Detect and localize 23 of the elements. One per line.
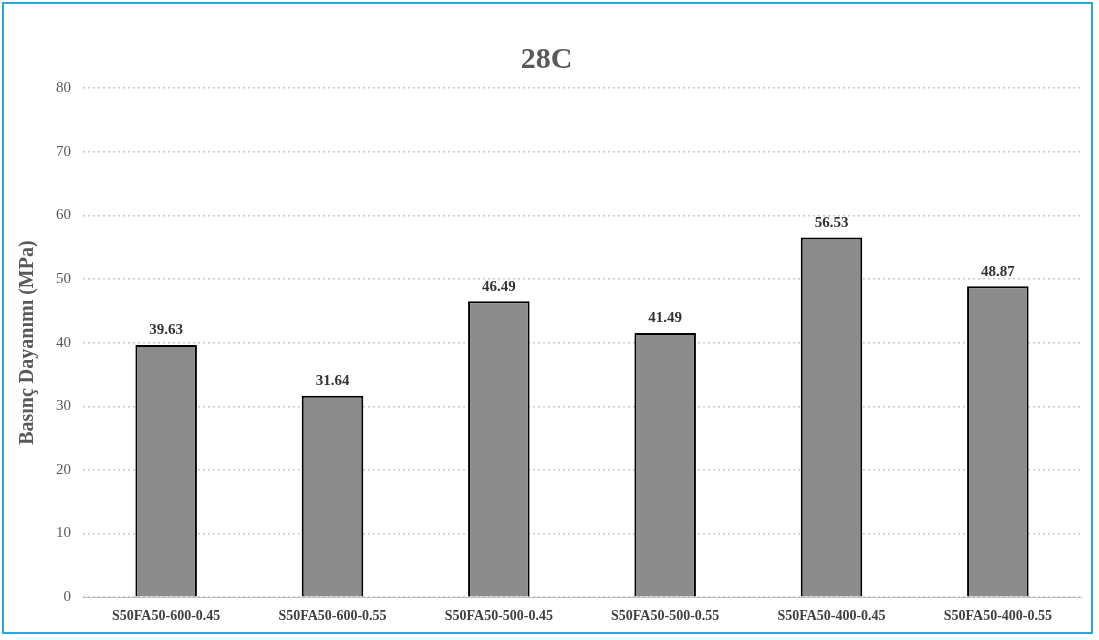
data-label: 41.49 [648, 309, 683, 326]
data-label: 46.49 [481, 277, 516, 294]
x-tick-label: S50FA50-600-0.45 [112, 608, 221, 624]
x-tick-label: S50FA50-500-0.45 [444, 608, 553, 624]
x-tick-label: S50FA50-500-0.55 [611, 608, 720, 624]
y-axis-title: Basınç Dayanımı (MPa) [15, 240, 39, 445]
x-tick-label: S50FA50-600-0.55 [278, 608, 387, 624]
data-label: 56.53 [814, 213, 849, 230]
y-tick-label: 40 [56, 333, 71, 350]
y-tick-label: 70 [56, 142, 71, 159]
y-tick-label: 50 [56, 269, 71, 286]
data-label: 31.64 [315, 372, 350, 389]
data-label: 48.87 [980, 262, 1016, 279]
y-tick-label: 60 [56, 206, 71, 223]
data-label: 39.63 [149, 321, 184, 338]
y-tick-label: 30 [56, 397, 71, 414]
x-tick-label: S50FA50-400-0.45 [777, 608, 886, 624]
x-tick-label: S50FA50-400-0.55 [943, 608, 1052, 624]
y-tick-label: 10 [56, 524, 71, 541]
chart-title: 28C [520, 40, 573, 74]
y-tick-label: 20 [56, 460, 71, 477]
y-tick-label: 80 [56, 78, 71, 95]
y-tick-label: 0 [63, 588, 71, 605]
